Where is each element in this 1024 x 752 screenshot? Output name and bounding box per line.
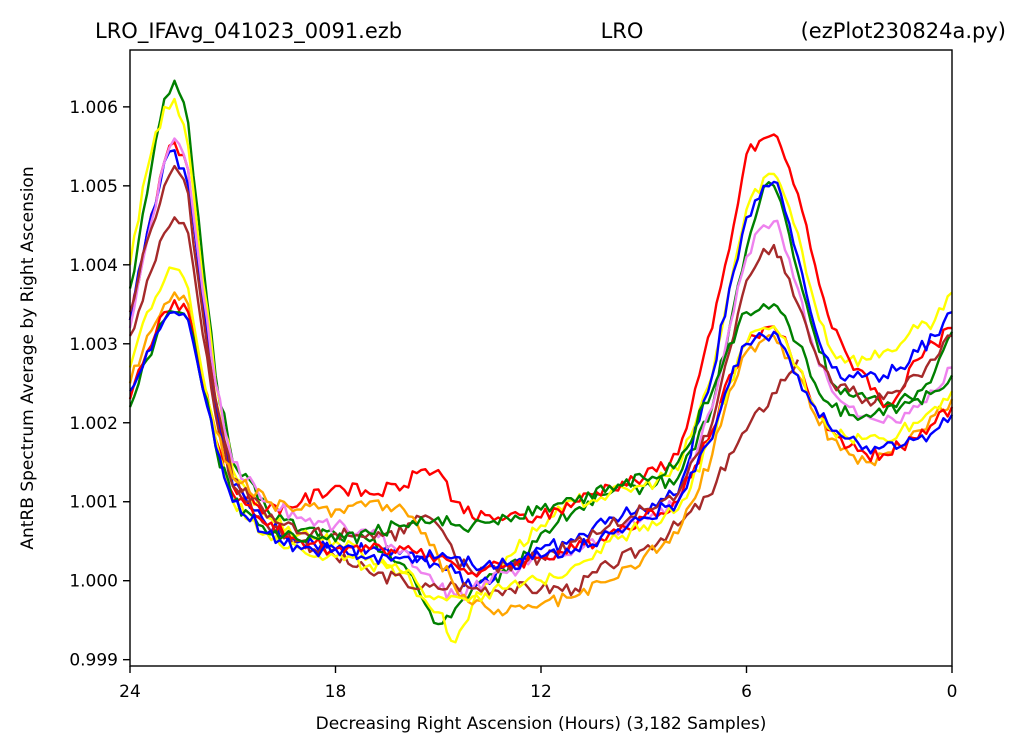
y-axis-label: AntRB Spectrum Average by Right Ascensio… (18, 166, 38, 549)
axes-layer: 24 18 12 6 0 0.999 1.000 1.001 1.002 1.003 1.004 1.… (69, 98, 957, 702)
y-tick-label: 1.001 (69, 493, 118, 513)
x-tick-label: 0 (947, 682, 958, 702)
series-line-4 (128, 149, 953, 590)
y-tick-label: 0.999 (69, 651, 118, 671)
series-line-11 (128, 303, 954, 545)
series-layer (128, 79, 954, 644)
y-tick-label: 1.006 (69, 98, 118, 118)
chart-title-left: LRO_IFAvg_041023_0091.ezb (95, 19, 402, 44)
series-line-12 (129, 311, 954, 572)
x-tick-label: 6 (741, 682, 752, 702)
chart-title-center: LRO (601, 19, 644, 43)
x-axis-label: Decreasing Right Ascension (Hours) (3,18… (316, 714, 767, 734)
y-tick-label: 1.004 (69, 256, 118, 276)
series-line-5 (128, 137, 953, 601)
x-tick-label: 18 (325, 682, 347, 702)
series-line-7 (128, 216, 800, 597)
series-line-3 (128, 133, 953, 524)
y-tick-label: 1.002 (69, 414, 118, 434)
series-line-2 (128, 97, 953, 644)
series-line-8 (128, 291, 954, 617)
series-line-1 (128, 79, 954, 626)
chart-title-right: (ezPlot230824a.py) (801, 19, 1006, 43)
y-tick-label: 1.003 (69, 335, 118, 355)
x-tick-label: 12 (530, 682, 552, 702)
y-tick-label: 1.005 (69, 177, 118, 197)
x-tick-label: 24 (119, 682, 141, 702)
y-tick-label: 1.000 (69, 572, 118, 592)
